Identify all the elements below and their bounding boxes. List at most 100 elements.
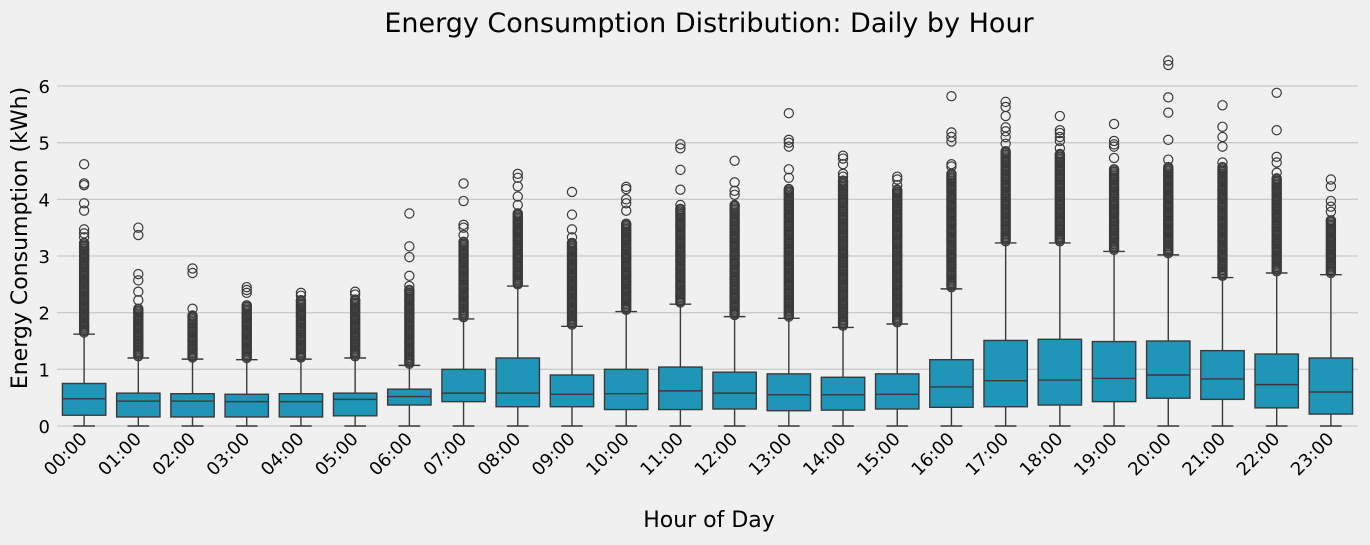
outlier-point — [404, 251, 415, 263]
outlier-point — [133, 222, 144, 233]
outlier-point — [1163, 161, 1174, 173]
iqr-box — [603, 368, 649, 411]
outlier-point — [566, 237, 578, 249]
outlier-point — [78, 179, 90, 191]
outlier-point — [1163, 154, 1174, 165]
outlier-point — [729, 189, 740, 200]
y-axis-ticks: 0 1 2 3 4 5 6 — [39, 77, 50, 438]
outlier-point — [783, 172, 795, 183]
box-20:00 — [1145, 55, 1191, 427]
outlier-point — [837, 175, 849, 186]
iqr-box — [712, 371, 757, 410]
outlier-point — [458, 195, 469, 207]
x-tick-label: 13:00 — [745, 429, 797, 481]
iqr-box — [278, 393, 324, 418]
outlier-point — [458, 229, 469, 241]
x-tick-label: 18:00 — [1016, 429, 1068, 481]
outlier-point — [566, 209, 578, 220]
outlier-point — [946, 136, 957, 147]
outlier-point — [133, 303, 144, 314]
x-tick-label: 11:00 — [636, 429, 688, 481]
outlier-point — [241, 300, 252, 311]
box-19:00 — [1091, 118, 1137, 427]
outlier-point — [404, 284, 415, 296]
outlier-point — [1271, 87, 1282, 99]
outlier-point — [78, 237, 90, 249]
outlier-point — [241, 287, 252, 299]
box-01:00 — [115, 222, 161, 427]
x-tick-label: 15:00 — [853, 429, 905, 481]
outlier-point — [295, 290, 307, 301]
outlier-point — [783, 134, 795, 146]
chart-title: Energy Consumption Distribution: Daily b… — [384, 8, 1034, 39]
iqr-box — [983, 339, 1029, 408]
outlier-point — [133, 295, 144, 306]
outlier-point — [837, 158, 849, 170]
outlier-point — [1217, 161, 1228, 173]
outlier-point — [1271, 124, 1282, 136]
outlier-point — [837, 168, 849, 180]
box-09:00 — [549, 186, 595, 427]
outlier-point — [1163, 92, 1174, 103]
iqr-box — [1145, 340, 1191, 399]
outlier-point — [1000, 96, 1011, 108]
outlier-point — [404, 270, 415, 282]
outlier-point — [620, 218, 632, 229]
outlier-point — [512, 208, 523, 219]
x-axis-label: Hour of Day — [643, 508, 775, 533]
outlier-point — [458, 178, 469, 189]
iqr-box — [766, 373, 812, 412]
box-15:00 — [874, 171, 920, 427]
outlier-point — [783, 164, 795, 175]
outlier-point — [78, 224, 90, 235]
outlier-point — [729, 155, 740, 166]
outlier-point — [1217, 100, 1228, 111]
iqr-box — [115, 392, 161, 418]
x-tick-label: 21:00 — [1178, 429, 1230, 481]
outlier-point — [187, 310, 198, 321]
outlier-point — [1325, 215, 1337, 226]
outlier-point — [892, 184, 903, 195]
y-tick-label: 2 — [39, 304, 50, 325]
outlier-point — [1054, 110, 1066, 122]
outlier-point — [187, 263, 198, 274]
outlier-point — [1163, 107, 1174, 118]
outlier-point — [458, 236, 469, 248]
outlier-point — [675, 139, 686, 150]
outlier-point — [1054, 148, 1066, 160]
outlier-point — [620, 183, 632, 195]
iqr-box — [224, 393, 270, 418]
outlier-point — [295, 287, 307, 299]
outlier-point — [512, 172, 523, 183]
box-07:00 — [441, 178, 486, 427]
iqr-box — [332, 392, 378, 417]
outlier-point — [349, 289, 361, 300]
outlier-point — [1000, 138, 1011, 149]
outlier-point — [946, 158, 957, 170]
x-tick-label: 12:00 — [691, 429, 743, 481]
outlier-point — [78, 232, 90, 243]
outlier-point — [78, 205, 90, 216]
outlier-point — [1217, 131, 1228, 143]
outlier-point — [1325, 181, 1337, 192]
iqr-box — [549, 374, 595, 408]
outlier-point — [187, 303, 198, 314]
x-tick-label: 14:00 — [799, 429, 851, 481]
outlier-point — [946, 90, 957, 102]
outlier-point — [1000, 126, 1011, 137]
box-00:00 — [61, 158, 107, 427]
outlier-point — [458, 222, 469, 233]
outlier-point — [1325, 174, 1337, 185]
y-tick-label: 4 — [39, 190, 50, 211]
x-tick-label: 09:00 — [528, 429, 580, 481]
iqr-box — [1308, 357, 1354, 415]
outlier-point — [892, 174, 903, 185]
outlier-point — [946, 168, 957, 180]
outlier-point — [404, 241, 415, 252]
outlier-point — [1325, 195, 1337, 207]
outlier-point — [566, 232, 578, 243]
outlier-point — [837, 153, 849, 164]
outlier-point — [1217, 141, 1228, 152]
